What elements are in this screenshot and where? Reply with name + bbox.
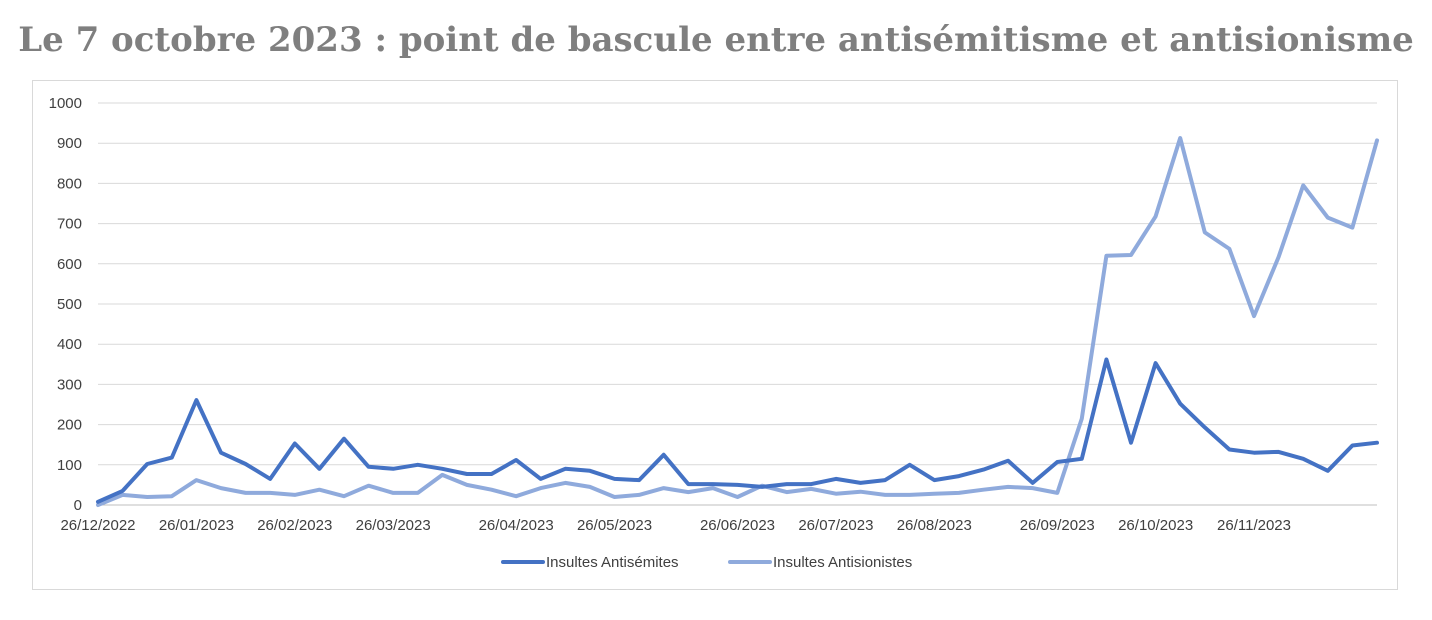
y-tick-label: 600 <box>57 256 82 273</box>
x-tick-label: 26/04/2023 <box>479 517 554 534</box>
y-tick-label: 800 <box>57 175 82 192</box>
series-line-1 <box>96 136 1379 507</box>
chart-title: Le 7 octobre 2023 : point de bascule ent… <box>18 20 1414 60</box>
x-tick-label: 26/12/2022 <box>60 517 135 534</box>
x-tick-label: 26/05/2023 <box>577 517 652 534</box>
x-tick-label: 26/10/2023 <box>1118 517 1193 534</box>
x-tick-label: 26/02/2023 <box>257 517 332 534</box>
y-tick-label: 1000 <box>49 95 82 112</box>
y-tick-label: 700 <box>57 216 82 233</box>
y-tick-label: 0 <box>74 497 82 514</box>
x-tick-label: 26/01/2023 <box>159 517 234 534</box>
x-tick-label: 26/08/2023 <box>897 517 972 534</box>
x-tick-label: 26/11/2023 <box>1217 517 1291 534</box>
x-tick-label: 26/07/2023 <box>798 517 873 534</box>
y-tick-label: 400 <box>57 336 82 353</box>
series-line-0 <box>96 357 1379 504</box>
x-tick-label: 26/03/2023 <box>356 517 431 534</box>
x-tick-label: 26/09/2023 <box>1020 517 1095 534</box>
x-tick-label: 26/06/2023 <box>700 517 775 534</box>
y-tick-label: 300 <box>57 376 82 393</box>
legend-label: Insultes Antisémites <box>546 554 679 571</box>
y-tick-label: 900 <box>57 135 82 152</box>
y-tick-label: 500 <box>57 296 82 313</box>
y-tick-label: 100 <box>57 457 82 474</box>
y-tick-label: 200 <box>57 417 82 434</box>
legend-label: Insultes Antisionistes <box>773 554 912 571</box>
